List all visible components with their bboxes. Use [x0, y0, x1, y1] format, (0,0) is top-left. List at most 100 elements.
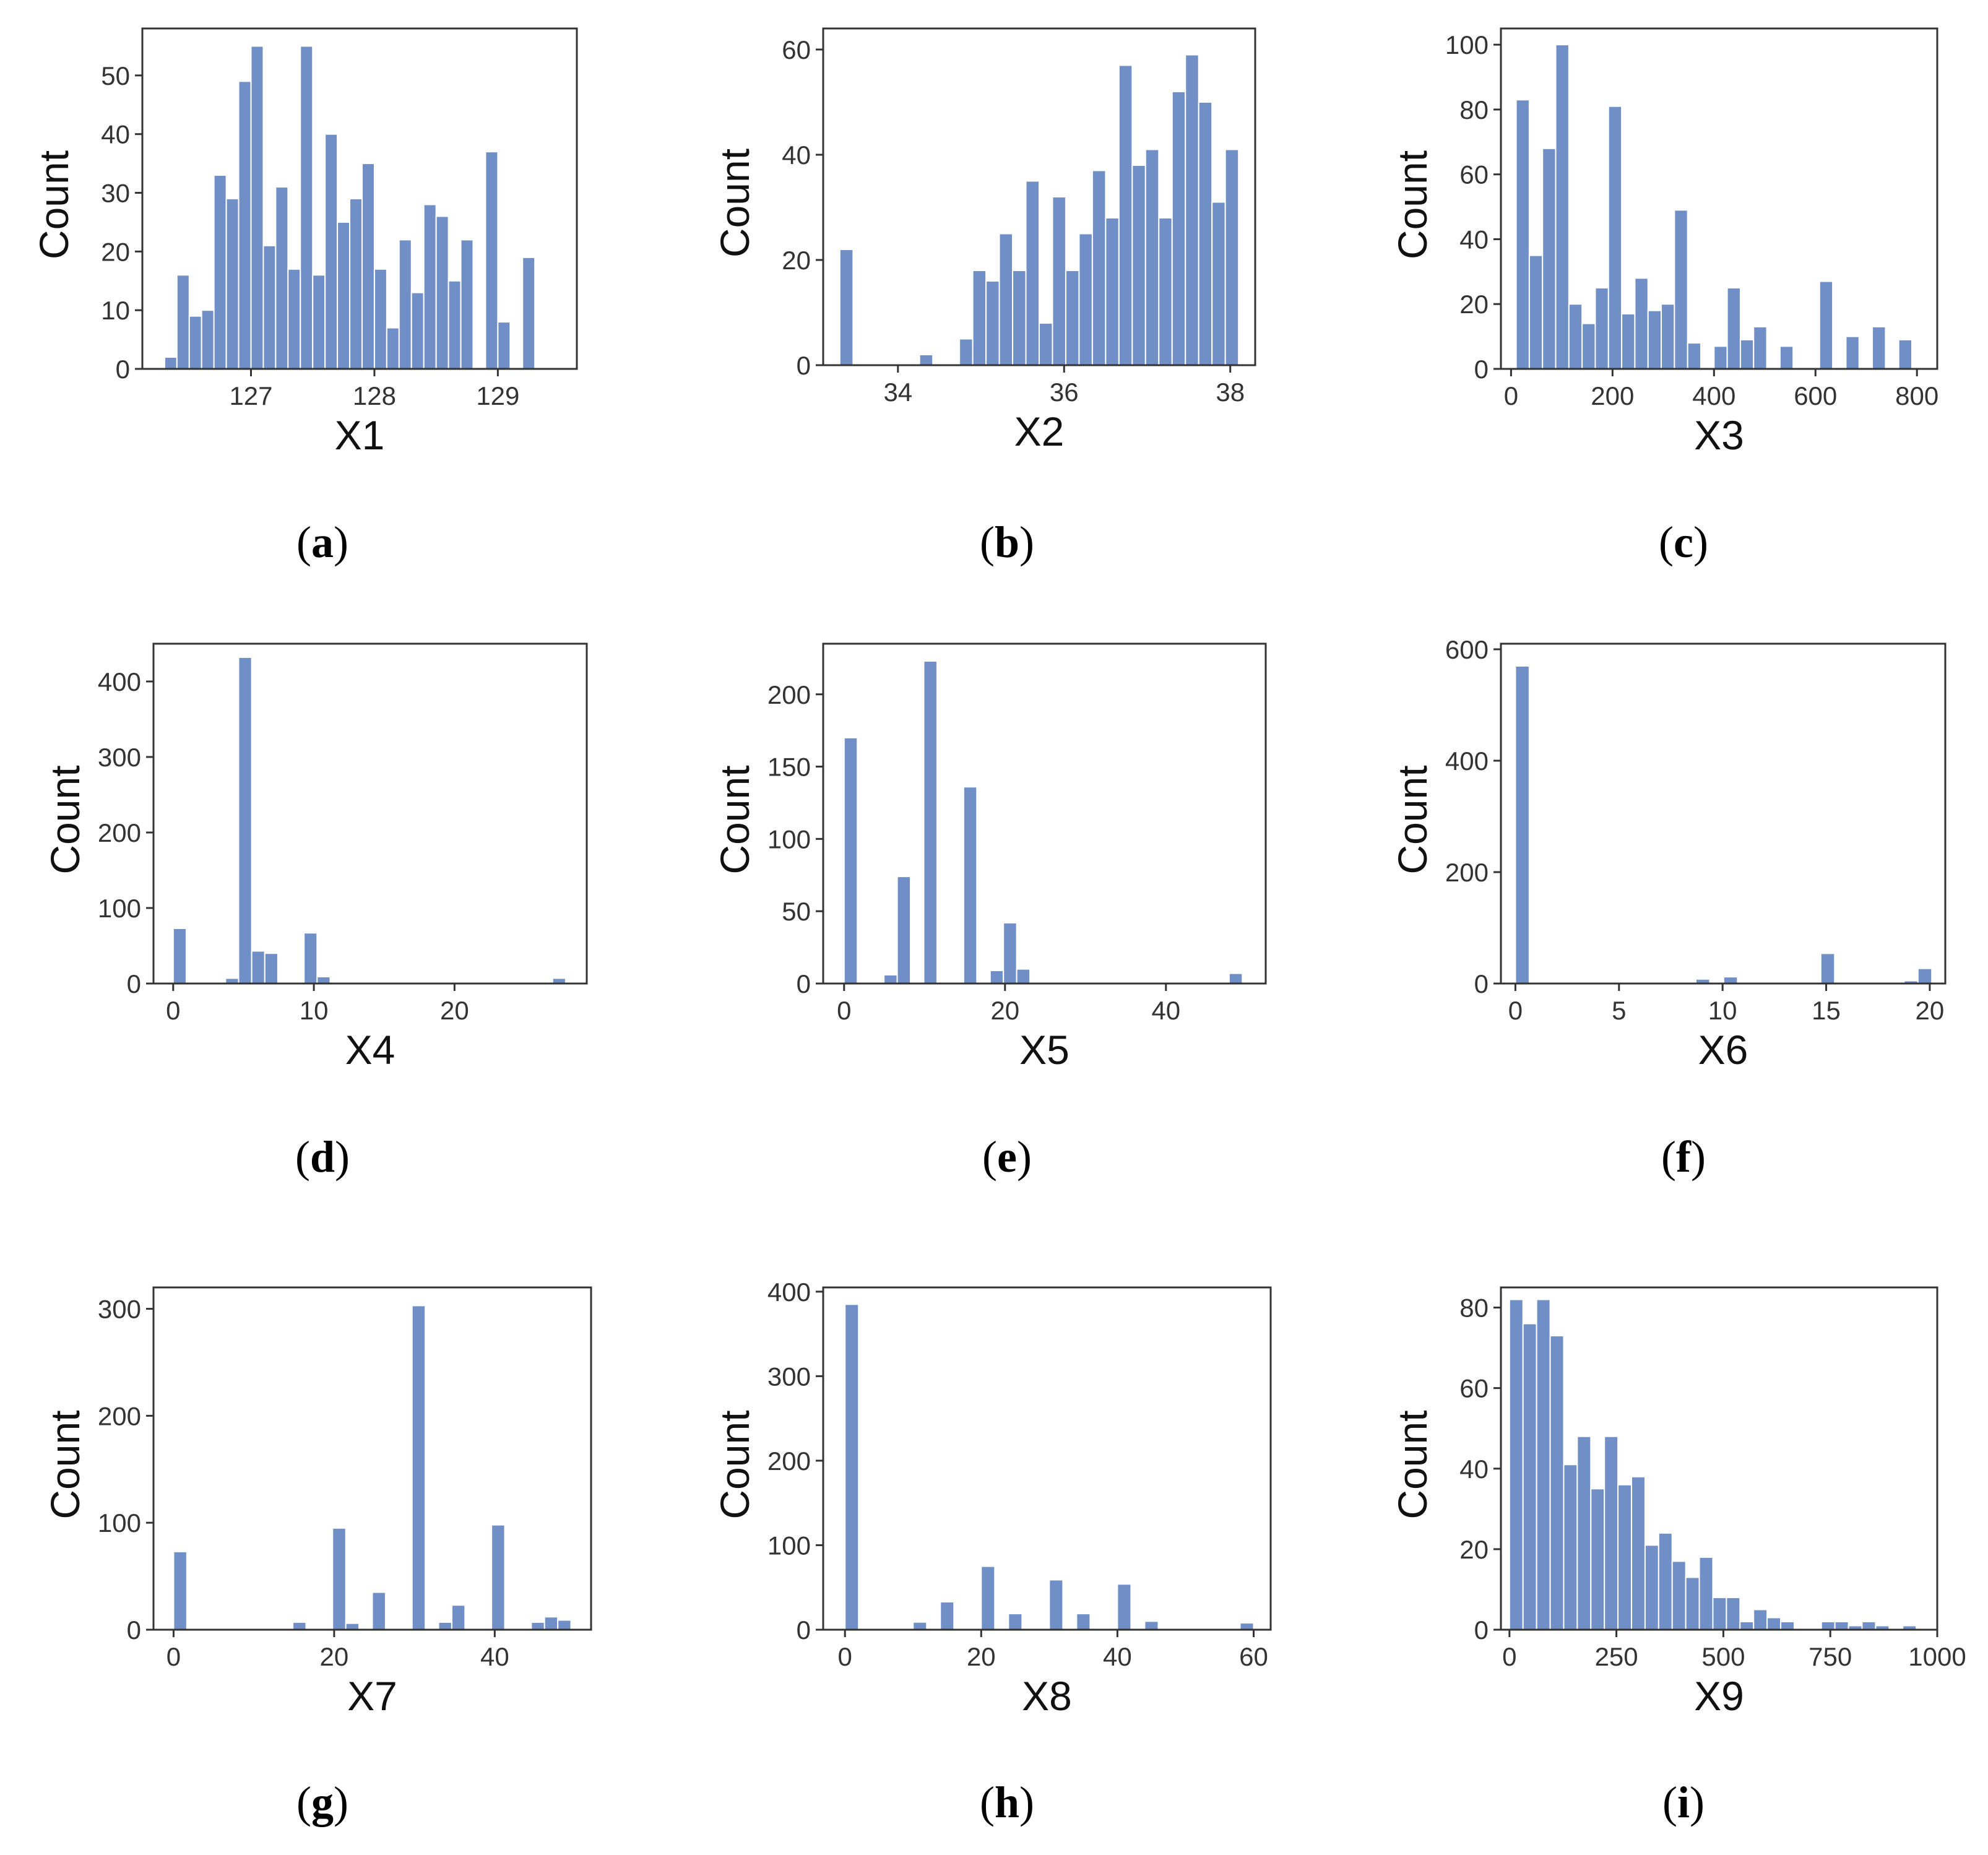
histogram-bar	[1144, 1620, 1159, 1631]
histogram-bar	[1820, 953, 1836, 985]
histogram-bar	[980, 1565, 996, 1630]
histogram-bar	[1048, 1579, 1064, 1630]
panel-label-d: (d)	[295, 1132, 350, 1182]
plot-frame	[1500, 1286, 1938, 1631]
histogram-bar	[1185, 54, 1199, 366]
histogram-bar	[1726, 287, 1741, 370]
histogram-bar	[1779, 345, 1794, 370]
panel-label-e: (e)	[982, 1132, 1032, 1182]
x-tick-label: 1000	[1908, 1642, 1966, 1671]
x-tick-label: 128	[353, 381, 396, 410]
y-tick-label: 100	[98, 894, 141, 923]
histogram-bar	[1687, 342, 1701, 370]
histogram-bar	[1607, 105, 1623, 370]
panel-label-i: (i)	[1662, 1778, 1705, 1827]
plot-frame	[141, 27, 578, 370]
x-tick-label: 0	[1504, 381, 1518, 410]
histogram-bar	[1661, 303, 1675, 370]
histogram-bar	[1117, 1583, 1132, 1630]
histogram-bar	[912, 1621, 928, 1631]
y-tick-label: 200	[1445, 858, 1489, 887]
histogram-bar	[349, 198, 363, 370]
histogram-bar	[918, 354, 934, 366]
histogram-bar	[1211, 201, 1226, 366]
histogram-bar	[435, 215, 449, 370]
histogram-bar	[1604, 1435, 1619, 1630]
histogram-bar	[1003, 922, 1018, 985]
x-tick-label: 0	[1508, 996, 1523, 1025]
y-tick-label: 300	[98, 743, 141, 772]
x-tick-label: 40	[480, 1642, 509, 1671]
histogram-bar	[1634, 277, 1649, 370]
y-tick-label: 50	[101, 61, 130, 90]
histogram-bar	[1753, 326, 1768, 370]
histogram-bar	[998, 233, 1014, 366]
histogram-bar	[1563, 1464, 1578, 1630]
histogram-bar	[1224, 149, 1240, 366]
panel-b: 0 20 40 60 34 36 38 X2 Count	[712, 27, 1256, 454]
histogram-bar	[989, 969, 1005, 985]
x-tick-label: 0	[166, 1642, 181, 1671]
histogram-bar	[1016, 968, 1031, 985]
y-tick-label: 0	[116, 355, 130, 384]
histogram-bar	[238, 656, 253, 984]
histogram-bar	[1898, 339, 1913, 370]
y-axis-title: Count	[31, 150, 77, 259]
x-tick-label: 40	[1151, 996, 1180, 1025]
histogram-bar	[287, 268, 301, 370]
histogram-bar	[312, 274, 326, 370]
y-tick-label: 20	[1459, 1535, 1489, 1564]
histogram-bar	[497, 321, 511, 370]
x-tick-label: 0	[837, 996, 851, 1025]
x-tick-label: 500	[1701, 1642, 1745, 1671]
panel-label-f: (f)	[1661, 1132, 1706, 1182]
y-tick-label: 400	[767, 1278, 811, 1307]
histogram-bar	[423, 204, 437, 370]
y-tick-label: 30	[101, 179, 130, 208]
histogram-bar	[1052, 196, 1066, 366]
histogram-bar	[398, 239, 412, 370]
y-tick-label: 200	[767, 1446, 811, 1476]
histogram-bar	[1753, 1609, 1768, 1631]
histogram-bar	[1820, 1620, 1836, 1631]
histogram-bar	[843, 737, 858, 984]
histogram-bar	[1528, 254, 1544, 370]
y-tick-label: 10	[101, 296, 130, 325]
x-tick-label: 0	[838, 1642, 852, 1671]
x-tick-label: 0	[166, 996, 180, 1025]
histogram-bar	[1549, 1335, 1565, 1630]
y-tick-label: 100	[767, 1531, 811, 1560]
histogram-bar	[1845, 335, 1860, 370]
histogram-bar	[1861, 1620, 1877, 1631]
histogram-bar	[1674, 209, 1688, 370]
histogram-bar	[959, 338, 974, 366]
x-tick-label: 5	[1612, 996, 1626, 1025]
plot-frame	[152, 642, 588, 985]
panel-h: 0 100 200 300 400 0 20 40 60 X8 Count	[712, 1278, 1272, 1719]
x-tick-label: 10	[1708, 996, 1737, 1025]
histogram-bar	[839, 249, 854, 366]
histogram-bar	[345, 1622, 360, 1631]
panel-label-c: (c)	[1659, 517, 1708, 567]
x-tick-label: 20	[990, 996, 1019, 1025]
x-axis-title: X2	[1014, 409, 1065, 454]
histogram-bar	[1590, 1488, 1606, 1631]
histogram-bar	[201, 309, 215, 370]
plot-frame	[822, 1286, 1272, 1631]
x-tick-label: 800	[1895, 381, 1938, 410]
histogram-bar	[1078, 233, 1093, 366]
y-tick-label: 600	[1445, 635, 1489, 664]
histogram-bar	[173, 1550, 188, 1631]
histogram-bar	[962, 786, 978, 985]
x-tick-label: 20	[440, 996, 469, 1025]
histogram-bar	[1739, 1620, 1755, 1631]
panel-label-h: (h)	[980, 1778, 1034, 1827]
histogram-bar	[1039, 322, 1053, 366]
histogram-bar	[543, 1616, 559, 1630]
histogram-bar	[1198, 102, 1213, 366]
y-axis-title: Count	[712, 765, 758, 874]
panel-label-g: (g)	[296, 1778, 348, 1827]
histogram-bar	[1008, 1613, 1023, 1631]
x-axis-title: X8	[1022, 1673, 1072, 1719]
histogram-bar	[1594, 287, 1609, 370]
